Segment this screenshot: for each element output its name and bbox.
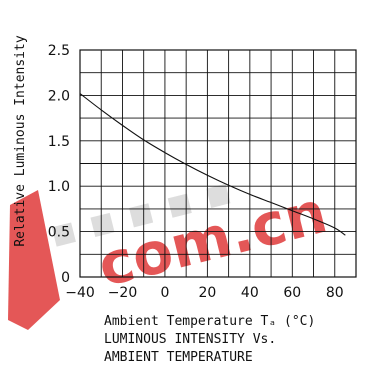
y-axis-label: Relative Luminous Intensity [13, 35, 28, 246]
y-tick-label: 0.5 [48, 225, 70, 241]
x-tick-label: 60 [283, 285, 301, 301]
x-axis-label: Ambient Temperature Tₐ (°C) [104, 314, 315, 329]
x-tick-label: 40 [241, 285, 259, 301]
watermark-red-shape [8, 190, 60, 330]
x-axis-ticks: −40 −20 0 20 40 60 80 [65, 285, 343, 301]
plot-frame [79, 49, 357, 278]
x-tick-label: −40 [65, 285, 95, 301]
x-tick-label: 0 [160, 285, 169, 301]
caption-line-1: LUMINOUS INTENSITY Vs. [104, 332, 277, 347]
y-tick-label: 1.0 [48, 179, 70, 195]
y-tick-label: 2.0 [48, 88, 70, 104]
y-tick-label: 2.5 [48, 43, 70, 59]
x-tick-label: 80 [326, 285, 344, 301]
series-line [79, 93, 346, 236]
caption-line-2: AMBIENT TEMPERATURE [104, 350, 253, 365]
y-tick-label: 0 [61, 270, 70, 286]
y-axis-ticks: 0 0.5 1.0 1.5 2.0 2.5 [48, 43, 70, 286]
x-tick-label: 20 [198, 285, 216, 301]
x-tick-label: −20 [108, 285, 138, 301]
y-tick-label: 1.5 [48, 134, 70, 150]
chart-grid [80, 50, 356, 277]
